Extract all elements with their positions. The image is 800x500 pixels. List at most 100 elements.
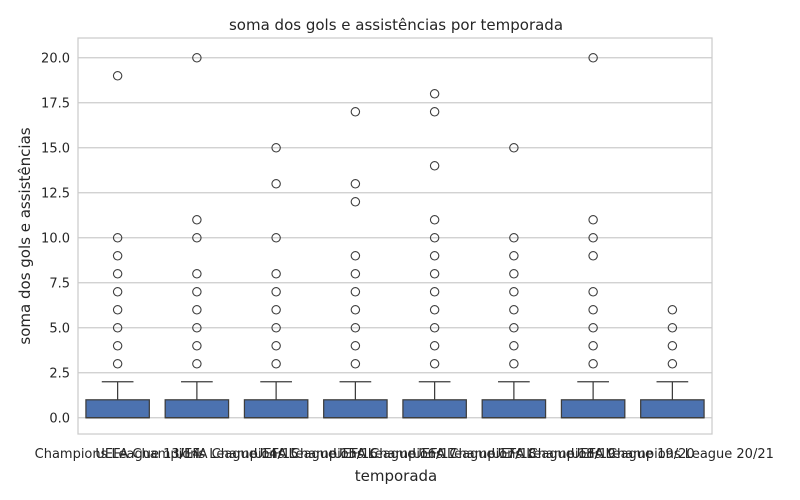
box-group	[85, 71, 150, 419]
y-tick-label: 20.0	[41, 51, 70, 66]
outlier-point	[429, 161, 440, 171]
outlier-point	[429, 215, 440, 225]
y-tick-labels: 0.0 2.5 5.0 7.5 10.0 12.5 15.0 17.5 20.0	[41, 51, 70, 426]
y-tick-label: 2.5	[49, 366, 70, 381]
iqr-box	[560, 399, 626, 419]
outlier-point	[509, 233, 519, 243]
outlier-point	[588, 359, 598, 369]
y-tick-label: 0.0	[49, 411, 70, 426]
outlier-point	[509, 287, 519, 297]
iqr-box	[85, 399, 150, 419]
y-tick-label: 17.5	[41, 96, 70, 111]
outlier-point	[509, 269, 519, 279]
outlier-point	[350, 107, 361, 117]
outlier-point	[271, 233, 281, 243]
box-group	[402, 89, 467, 419]
outlier-point	[271, 323, 281, 333]
outlier-point	[271, 179, 281, 189]
outlier-point	[350, 341, 361, 351]
box-group	[164, 53, 230, 419]
y-tick-label: 15.0	[41, 141, 70, 156]
outlier-point	[509, 341, 519, 351]
outlier-point	[429, 269, 440, 279]
outlier-point	[350, 305, 361, 315]
outlier-point	[192, 215, 202, 225]
outlier-point	[112, 71, 123, 81]
outlier-point	[350, 287, 361, 297]
outlier-point	[509, 143, 519, 153]
iqr-box	[243, 399, 309, 419]
outlier-point	[192, 323, 202, 333]
outlier-point	[588, 233, 598, 243]
outlier-point	[271, 359, 281, 369]
outlier-point	[112, 233, 123, 243]
outlier-point	[112, 341, 123, 351]
outlier-point	[192, 341, 202, 351]
outlier-point	[667, 359, 678, 369]
outlier-point	[350, 359, 361, 369]
outlier-point	[192, 359, 202, 369]
y-tick-label: 12.5	[41, 186, 70, 201]
outlier-point	[429, 107, 440, 117]
outlier-point	[350, 323, 361, 333]
outlier-point	[429, 233, 440, 243]
x-tick-label: UEFA Champions League 16/17	[254, 447, 457, 462]
x-axis-title: temporada	[355, 467, 438, 485]
outlier-point	[509, 323, 519, 333]
x-tick-label: UEFA Champions League 17/18	[333, 447, 536, 462]
outlier-point	[192, 305, 202, 315]
x-tick-label: UEFA Champions League 14/15	[95, 447, 298, 462]
outlier-point	[429, 323, 440, 333]
grid-lines	[78, 57, 712, 419]
iqr-box	[402, 399, 467, 419]
iqr-box	[640, 399, 705, 419]
outlier-point	[429, 89, 440, 99]
outlier-point	[192, 269, 202, 279]
box-group	[640, 305, 705, 419]
outlier-point	[271, 305, 281, 315]
outlier-point	[588, 305, 598, 315]
outlier-point	[667, 341, 678, 351]
y-tick-label: 7.5	[49, 276, 70, 291]
iqr-box	[323, 399, 388, 419]
x-tick-label: UEFA Champions League 15/16	[175, 447, 378, 462]
outlier-point	[588, 251, 598, 261]
outlier-point	[112, 323, 123, 333]
outlier-point	[350, 269, 361, 279]
plot-frame	[77, 37, 713, 435]
outlier-point	[192, 287, 202, 297]
outlier-point	[112, 305, 123, 315]
outlier-point	[509, 305, 519, 315]
outlier-point	[509, 251, 519, 261]
outlier-point	[588, 287, 598, 297]
boxes	[85, 53, 705, 419]
outlier-point	[588, 53, 598, 63]
outlier-point	[271, 143, 281, 153]
outlier-point	[112, 251, 123, 261]
outlier-point	[588, 215, 598, 225]
outlier-point	[509, 359, 519, 369]
x-tick-label: UEFA Champions League 19/20	[492, 447, 695, 462]
outlier-point	[112, 287, 123, 297]
outlier-point	[429, 287, 440, 297]
box-group	[481, 143, 547, 419]
outlier-point	[271, 269, 281, 279]
y-tick-label: 5.0	[49, 321, 70, 336]
outlier-point	[271, 287, 281, 297]
x-tick-label: UEFA Champions League 18/19	[412, 447, 615, 462]
outlier-point	[350, 197, 361, 207]
outlier-point	[350, 251, 361, 261]
iqr-box	[481, 399, 547, 419]
iqr-box	[164, 399, 230, 419]
outlier-point	[667, 305, 678, 315]
y-axis-title: soma dos gols e assistências	[16, 127, 34, 344]
x-tick-label: UEFA Champions League 20/21	[571, 447, 774, 462]
outlier-point	[192, 233, 202, 243]
outlier-point	[112, 359, 123, 369]
box-group	[323, 107, 388, 419]
box-group	[560, 53, 626, 419]
outlier-point	[429, 341, 440, 351]
outlier-point	[350, 179, 361, 189]
